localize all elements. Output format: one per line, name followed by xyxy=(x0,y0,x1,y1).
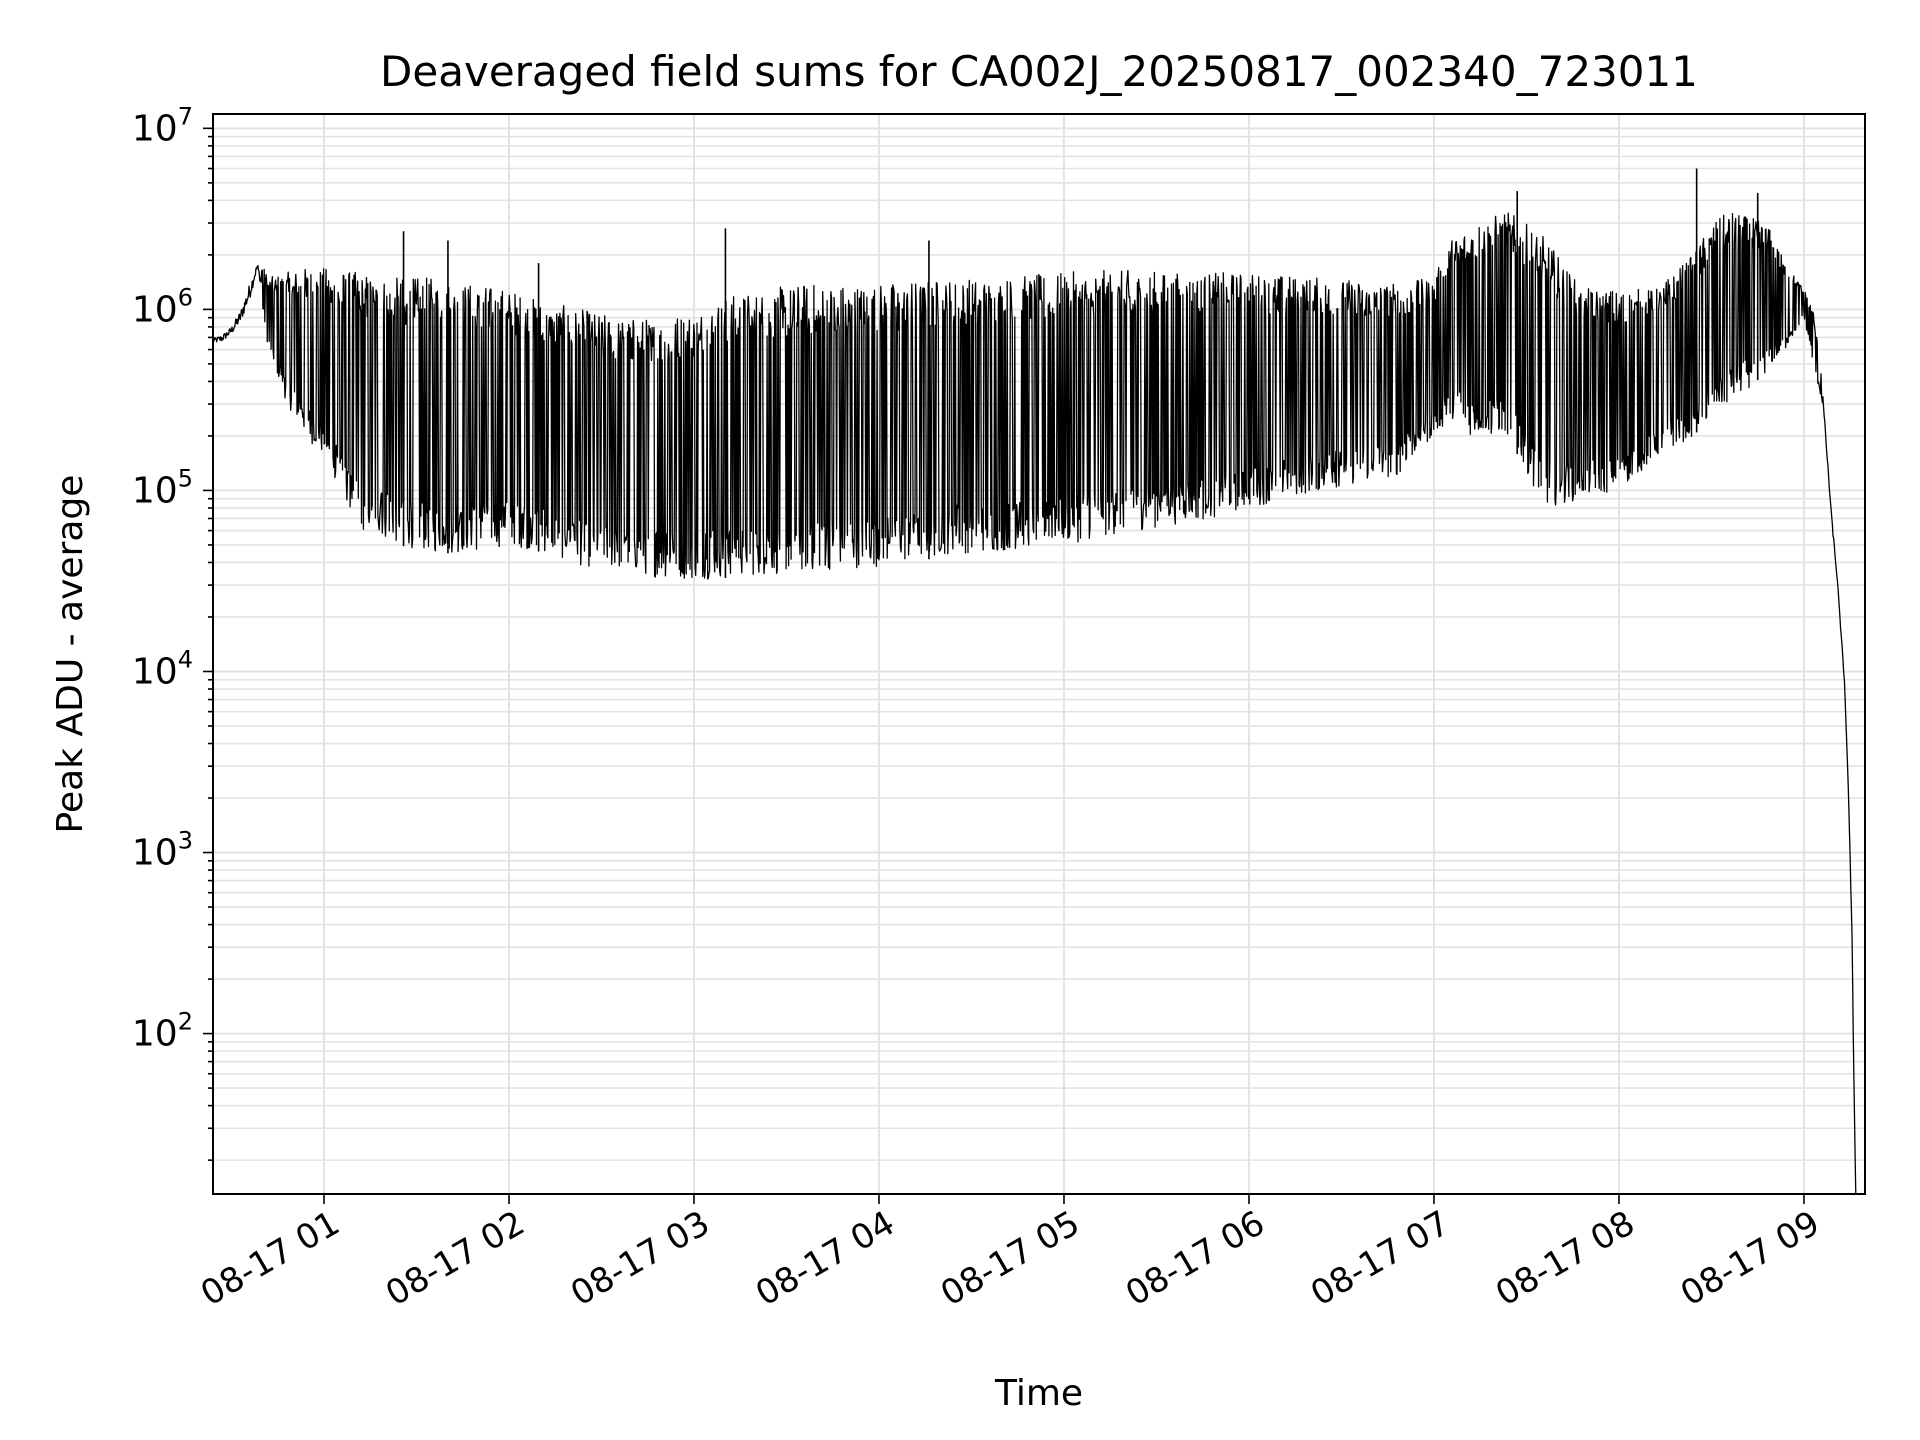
y-tick-label: 103 xyxy=(132,827,193,874)
y-tick-label: 107 xyxy=(132,102,193,149)
y-axis-label: Peak ADU - average xyxy=(50,475,91,834)
plot-area xyxy=(212,168,1857,1195)
x-axis-label: Time xyxy=(994,1373,1083,1414)
chart-title: Deaveraged field sums for CA002J_2025081… xyxy=(380,47,1698,96)
y-tick-label: 106 xyxy=(132,283,193,330)
series-line xyxy=(212,212,1857,1195)
y-tick-label: 105 xyxy=(132,464,193,511)
y-tick-label: 102 xyxy=(132,1008,193,1055)
y-tick-label: 104 xyxy=(132,645,193,692)
plot-frame xyxy=(212,113,1866,1195)
